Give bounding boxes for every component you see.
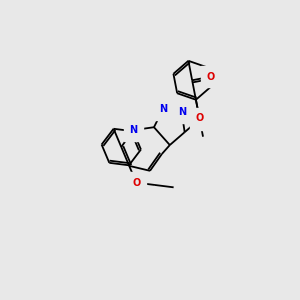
Text: N: N bbox=[159, 104, 167, 114]
Text: S: S bbox=[196, 114, 203, 124]
Text: O: O bbox=[195, 113, 204, 123]
Text: N: N bbox=[178, 107, 186, 117]
Text: O: O bbox=[206, 72, 215, 82]
Text: O: O bbox=[132, 178, 140, 188]
Text: N: N bbox=[129, 125, 137, 135]
